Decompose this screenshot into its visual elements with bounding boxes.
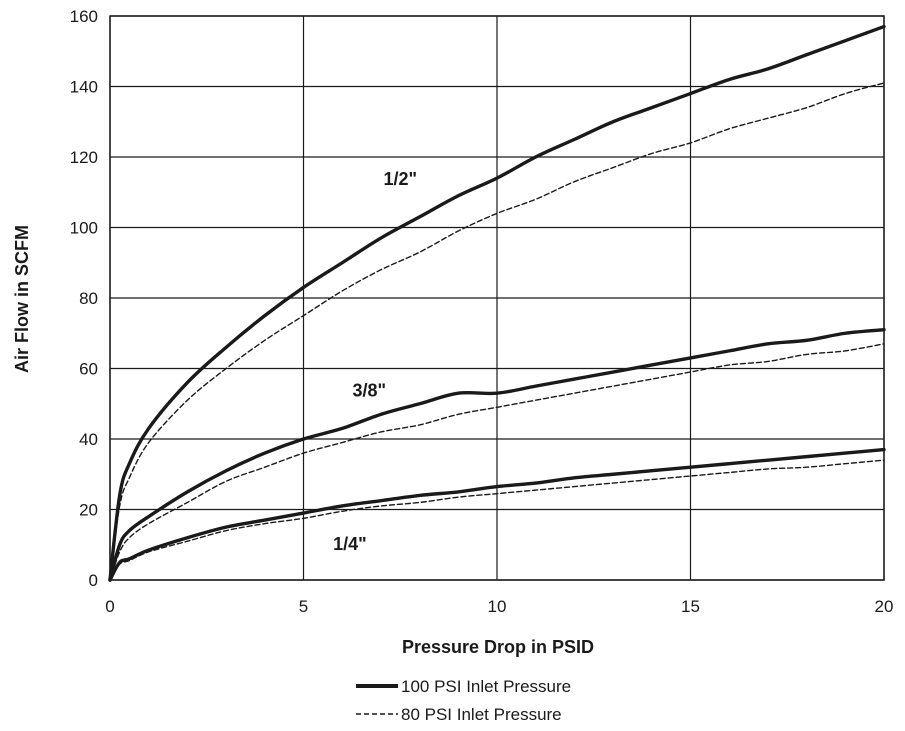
series-line-1-2-100psi (108, 24, 886, 582)
x-tick-label-3: 15 (681, 597, 700, 616)
x-tick-label-0: 0 (105, 597, 114, 616)
grid (109, 15, 885, 581)
legend-label-0: 100 PSI Inlet Pressure (401, 677, 571, 696)
x-tick-labels: 0 5 10 15 20 (105, 597, 893, 616)
y-tick-label-0: 0 (89, 571, 98, 590)
curve-label-2: 1/4" (333, 534, 367, 554)
y-tick-label-7: 140 (70, 78, 98, 97)
curve-labels: 1/2" 3/8" 1/4" (333, 169, 417, 554)
y-tick-label-1: 20 (79, 501, 98, 520)
series-line-1-4-100psi (108, 447, 886, 582)
x-tick-label-2: 10 (488, 597, 507, 616)
series-line-1-2-80psi (109, 82, 885, 581)
series-line-1-4-80psi (109, 459, 885, 581)
series-line-3-8-80psi (109, 343, 885, 581)
x-tick-label-1: 5 (299, 597, 308, 616)
curve-label-0: 1/2" (383, 169, 417, 189)
plot-frame (109, 15, 885, 581)
y-tick-label-3: 60 (79, 360, 98, 379)
y-tick-label-5: 100 (70, 219, 98, 238)
y-tick-label-6: 120 (70, 148, 98, 167)
curve-label-1: 3/8" (353, 381, 387, 401)
y-tick-labels: 0 20 40 60 80 100 120 140 160 (70, 7, 98, 590)
legend: 100 PSI Inlet Pressure 80 PSI Inlet Press… (356, 677, 571, 724)
x-tick-label-4: 20 (875, 597, 894, 616)
y-axis-title: Air Flow in SCFM (12, 225, 32, 373)
y-tick-label-8: 160 (70, 7, 98, 26)
y-tick-label-4: 80 (79, 289, 98, 308)
series-lines (108, 24, 886, 582)
y-tick-label-2: 40 (79, 430, 98, 449)
series-line-3-8-100psi (108, 328, 886, 582)
x-axis-title: Pressure Drop in PSID (402, 637, 594, 657)
legend-label-1: 80 PSI Inlet Pressure (401, 705, 562, 724)
